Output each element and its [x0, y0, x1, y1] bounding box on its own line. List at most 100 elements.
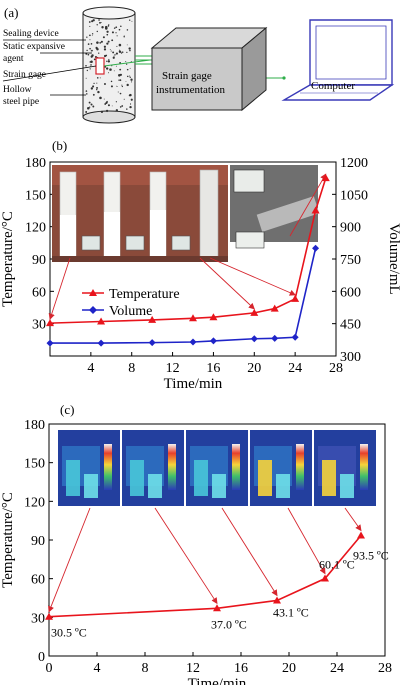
- photo-arrow: [289, 173, 327, 237]
- legend-marker-temperature: [89, 289, 97, 296]
- y-tick-label: 90: [31, 534, 45, 549]
- panel-b-chart: (b) 4 8 12 16 20 24 28 30 60 90 120 150 180 Time/min T…: [0, 138, 400, 392]
- y-tick-label: 60: [31, 573, 45, 588]
- legend-marker-volume: [89, 306, 97, 314]
- y2-tick-label: 900: [340, 221, 361, 236]
- volume-point: [291, 333, 299, 341]
- computer: Computer: [281, 19, 395, 101]
- x-tick-label: 16: [234, 661, 248, 676]
- y2-tick-label: 1200: [340, 156, 368, 171]
- callout-steel-pipe: steel pipe: [3, 97, 39, 107]
- temperature-point: [291, 294, 300, 302]
- volume-point: [312, 244, 320, 252]
- temperature-point: [46, 319, 54, 327]
- temperature-point: [311, 206, 320, 214]
- y2-tick-label: 300: [340, 350, 361, 365]
- pipe-callouts: Sealing device Static expansive agent St…: [2, 29, 97, 107]
- y2-tick-label: 750: [340, 253, 361, 268]
- volume-point: [46, 339, 54, 347]
- temperature-point: [148, 315, 157, 323]
- x-axis-label: Time/min: [188, 676, 247, 685]
- x-tick-label: 4: [94, 661, 101, 676]
- panel-b-label: (b): [52, 138, 67, 153]
- strain-gage-instrumentation: Strain gage instrumentation: [150, 26, 268, 112]
- thermal-pipe-glow: [258, 460, 272, 496]
- y2-tick-label: 600: [340, 285, 361, 300]
- thermal-arrow: [221, 507, 278, 597]
- thermal-arrow: [48, 507, 91, 613]
- y-axis-label: Temperature/°C: [0, 211, 16, 307]
- temperature-point: [213, 604, 221, 612]
- x-axis-label: Time/min: [164, 376, 223, 392]
- panel-c-axes: 0 4 8 12 16 20 24 28 0 30 60 90 120 150 180 Time/min Tem…: [0, 418, 392, 685]
- y-tick-label: 90: [32, 253, 46, 268]
- photo-arrow: [48, 257, 71, 320]
- temperature-point: [321, 174, 330, 182]
- y2-axis-label: Volume/mL: [386, 223, 400, 294]
- volume-point: [271, 334, 279, 342]
- point-label: 30.5 ºC: [51, 626, 87, 640]
- temperature-point: [209, 313, 218, 321]
- legend-temperature: Temperature: [109, 287, 180, 302]
- thermal-arrow: [287, 507, 326, 575]
- point-label: 37.0 ºC: [211, 617, 247, 631]
- x-tick-label: 20: [282, 661, 296, 676]
- callout-hollow: Hollow: [3, 85, 32, 95]
- computer-label: Computer: [311, 80, 355, 92]
- thermal-color-scale: [296, 444, 304, 490]
- thermal-beaker: [148, 474, 162, 498]
- thermal-beaker: [212, 474, 226, 498]
- y-tick-label: 0: [38, 650, 45, 665]
- x-tick-label: 20: [247, 361, 261, 376]
- callout-agent: agent: [3, 54, 24, 64]
- cylinder-2: [103, 171, 145, 257]
- thermal-arrow: [154, 507, 218, 605]
- x-tick-label: 12: [186, 661, 200, 676]
- thermal-beaker: [84, 474, 98, 498]
- temperature-point: [250, 308, 259, 316]
- x-tick-label: 4: [87, 361, 94, 376]
- thermal-pipe-glow: [322, 460, 336, 496]
- volume-point: [250, 335, 258, 343]
- x-tick-label: 0: [46, 661, 53, 676]
- y-tick-label: 180: [24, 418, 45, 433]
- panel-c-chart: (c) 0 4 8 12 16 20 24 28 0 30 60 90 120 150 180 Time/mi…: [0, 402, 392, 685]
- panel-b-legend: Temperature Volume: [82, 287, 180, 319]
- panel-b-series: [46, 174, 330, 347]
- thermal-beaker: [340, 474, 354, 498]
- cylinder-4: [199, 169, 219, 259]
- x-tick-label: 16: [206, 361, 220, 376]
- temperature-point: [270, 304, 279, 312]
- thermal-color-scale: [104, 444, 112, 490]
- y-tick-label: 120: [24, 495, 45, 510]
- y-tick-label: 60: [32, 285, 46, 300]
- panel-c-label: (c): [60, 402, 74, 417]
- photo-arrow: [209, 257, 296, 296]
- y-tick-label: 150: [24, 457, 45, 472]
- x-tick-label: 28: [378, 661, 392, 676]
- volume-point: [97, 339, 105, 347]
- legend-volume: Volume: [109, 304, 152, 319]
- temperature-point: [97, 317, 106, 325]
- temperature-point: [45, 612, 53, 620]
- thermal-beaker: [276, 474, 290, 498]
- temperature-line: [49, 177, 327, 324]
- callout-sealing-device: Sealing device: [3, 29, 59, 39]
- panel-a-schematic: (a) Sealing device Static expansive agen…: [2, 5, 395, 124]
- panel-b-inset-photos: [52, 165, 320, 262]
- y-axis-label: Temperature/°C: [0, 492, 16, 588]
- point-label: 43.1 ºC: [273, 605, 309, 619]
- x-tick-label: 12: [166, 361, 180, 376]
- x-tick-label: 24: [288, 361, 302, 376]
- volume-point: [148, 339, 156, 347]
- volume-point: [209, 337, 217, 345]
- point-label: 60.1 ºC: [319, 558, 355, 572]
- thermal-arrow: [344, 507, 362, 532]
- y2-tick-label: 1050: [340, 188, 368, 203]
- x-tick-label: 28: [329, 361, 343, 376]
- panel-c-thermal-images: [58, 430, 376, 506]
- point-label: 93.5 ºC: [353, 548, 389, 562]
- x-tick-label: 8: [128, 361, 135, 376]
